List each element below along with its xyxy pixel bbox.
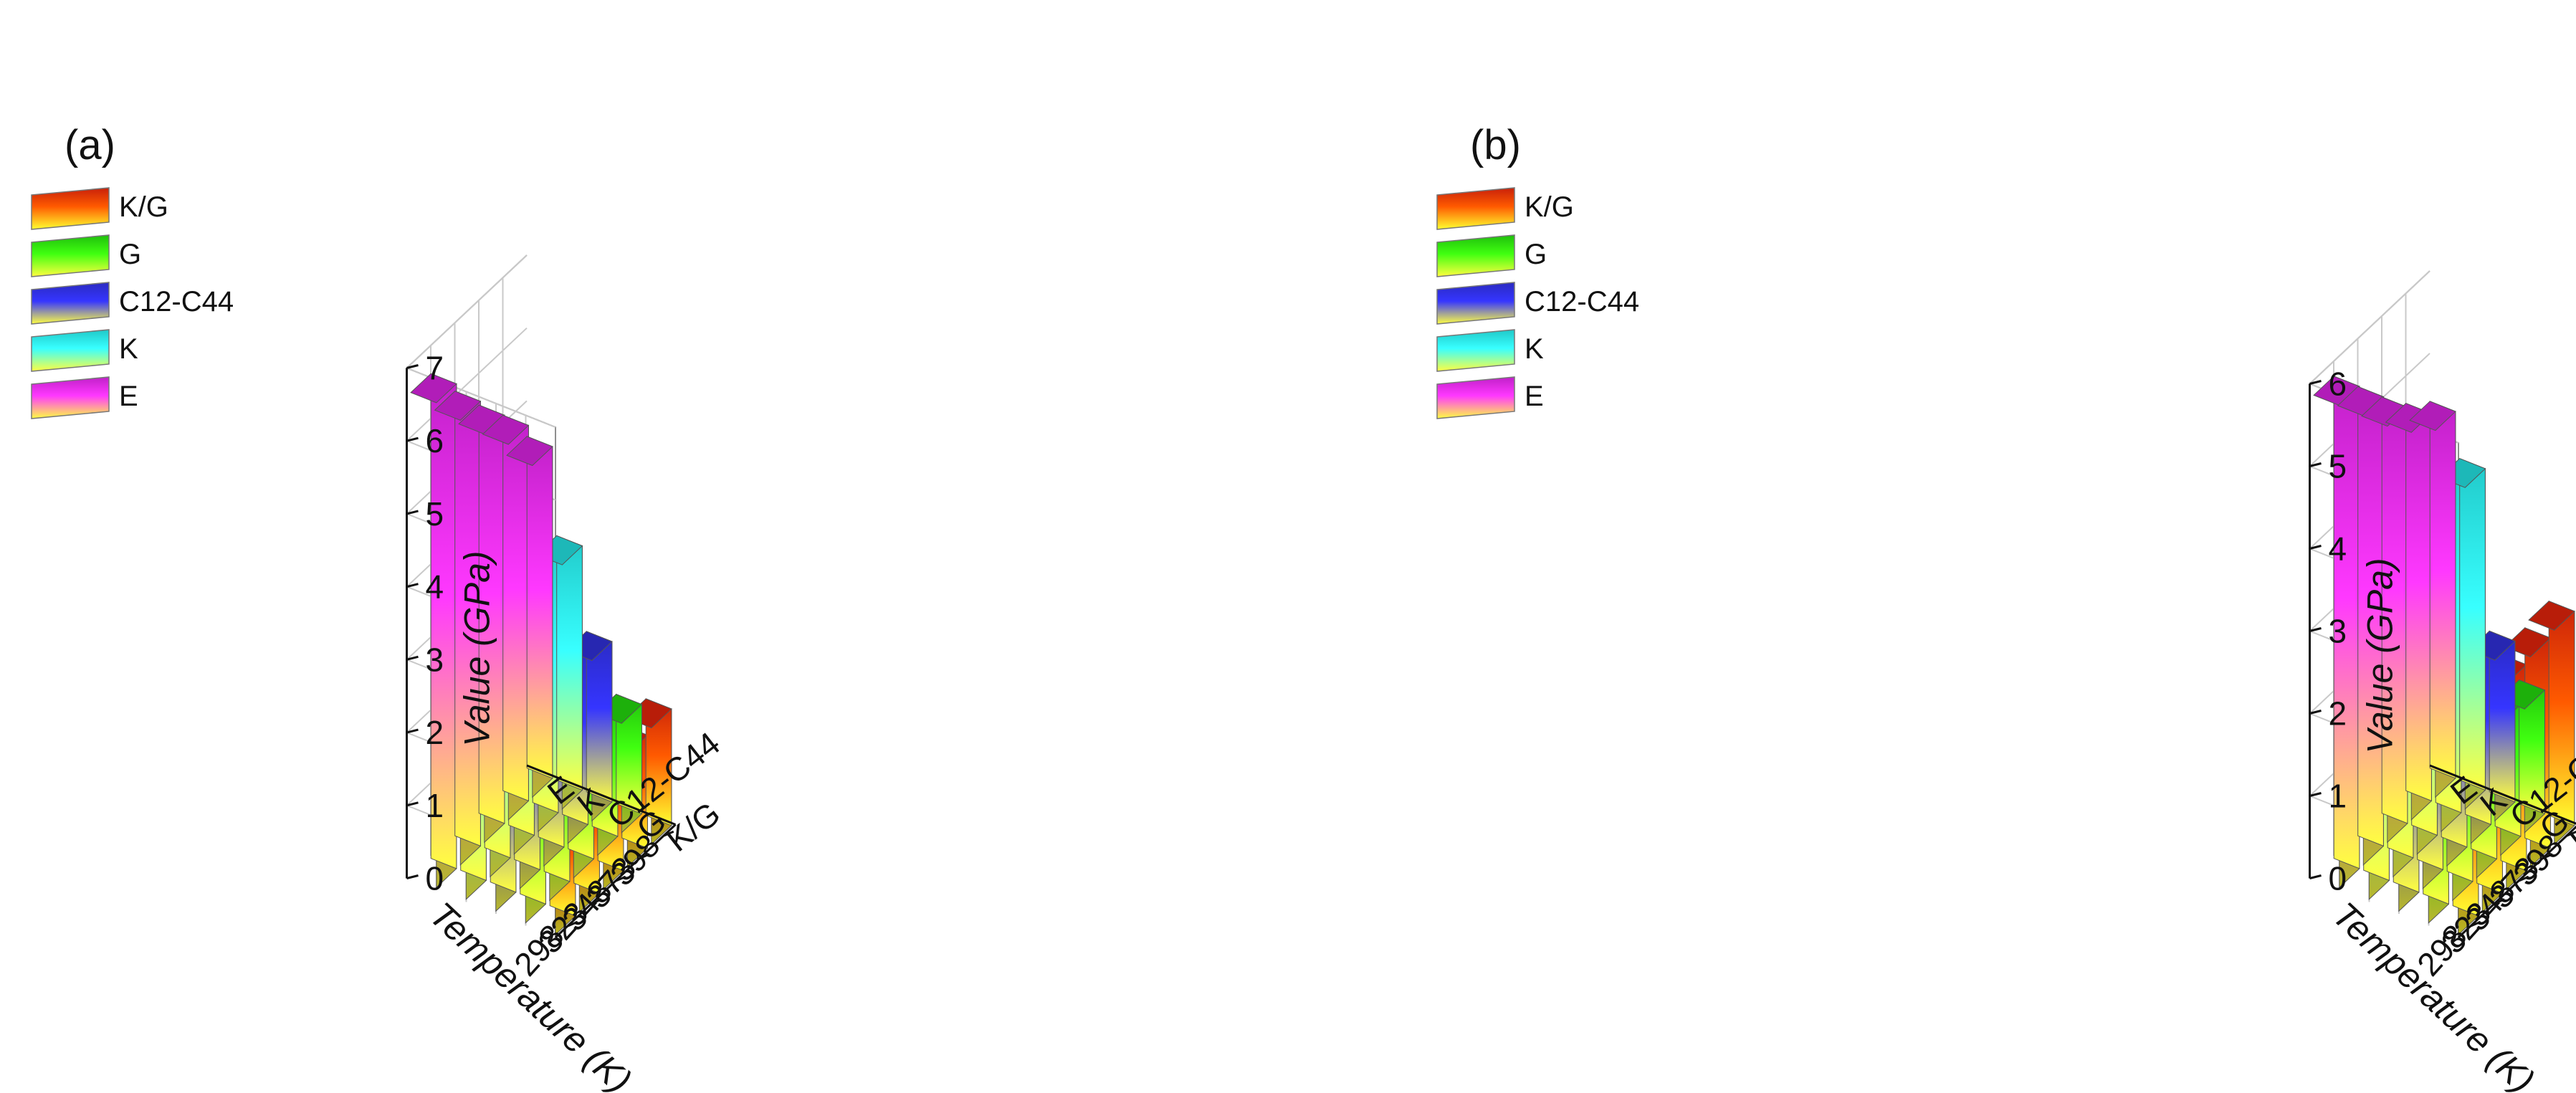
legend-label: E: [119, 381, 138, 412]
z-axis-title: Value (GPa): [457, 550, 497, 746]
bar-E-373: [2385, 402, 2433, 821]
bar-E-323: [434, 390, 482, 866]
legend-swatch: [1436, 187, 1515, 230]
legend-swatch: [31, 282, 110, 325]
legend-item: E: [31, 376, 138, 419]
bar-E-398: [2409, 401, 2456, 798]
legend-label: K: [1525, 333, 1544, 365]
legend-swatch: [1436, 329, 1515, 372]
chart-panel-b: 298323348373398K/GGC12-C44KE0123456Tempe…: [1436, 122, 2576, 1093]
bar-E-398: [506, 436, 553, 798]
legend-swatch: [31, 187, 110, 230]
z-tick-label: 0: [2329, 860, 2347, 897]
panel-label: (b): [1470, 122, 1521, 168]
legend-label: E: [1525, 381, 1544, 412]
bar-G-398: [595, 693, 643, 834]
bar-E-348: [2361, 396, 2408, 844]
legend-item: G: [31, 234, 141, 277]
x-axis-title: Temperature (K): [422, 894, 639, 1093]
legend-label: G: [119, 239, 141, 270]
z-tick-label: 4: [426, 568, 444, 606]
legend-label: C12-C44: [1525, 286, 1639, 318]
z-tick-label: 2: [426, 714, 444, 751]
bar-K-398: [2438, 457, 2486, 810]
legend-swatch: [31, 376, 110, 419]
legend-label: K/G: [119, 191, 168, 223]
legend-swatch: [1436, 282, 1515, 325]
z-tick-label: 6: [426, 422, 444, 459]
legend-item: C12-C44: [1436, 282, 1639, 325]
z-tick-label: 2: [2329, 695, 2347, 732]
bar-E-373: [482, 414, 530, 821]
legend-item: K: [1436, 329, 1544, 372]
legend-item: G: [1436, 234, 1547, 277]
bar-E-348: [458, 404, 505, 844]
legend-item: C12-C44: [31, 282, 234, 325]
bar-K/G-398: [2528, 600, 2575, 846]
z-tick-label: 4: [2329, 530, 2347, 568]
bar-K-398: [535, 535, 583, 810]
bar-series-group: [410, 373, 672, 936]
z-tick-label: 7: [426, 350, 444, 387]
z-tick-label: 1: [426, 787, 444, 824]
legend-item: K/G: [31, 187, 168, 230]
legend-swatch: [1436, 376, 1515, 419]
z-tick-label: 0: [426, 860, 444, 897]
z-tick-label: 3: [2329, 613, 2347, 650]
bar-E-323: [2337, 386, 2385, 866]
z-tick-label: 5: [426, 495, 444, 533]
gridline: [405, 254, 556, 428]
legend-swatch: [31, 329, 110, 372]
legend-label: G: [1525, 239, 1547, 270]
legend-label: K/G: [1525, 191, 1574, 223]
legend-label: K: [119, 333, 138, 365]
x-axis-title: Temperature (K): [2325, 894, 2542, 1093]
z-tick-label: 1: [2329, 778, 2347, 815]
chart-panel-a: 298323348373398K/GGC12-C44KE01234567Temp…: [31, 122, 727, 1093]
legend: K/G G C12-C44 KE: [1436, 187, 1639, 419]
legend-label: C12-C44: [119, 286, 234, 318]
legend-item: K: [31, 329, 138, 372]
legend-swatch: [31, 234, 110, 277]
bar-E-298: [410, 373, 457, 889]
bar-E-298: [2313, 376, 2360, 889]
legend: K/G G C12-C44 KE: [31, 187, 234, 419]
z-tick-label: 6: [2329, 366, 2347, 403]
z-tick-label: 5: [2329, 448, 2347, 485]
legend-swatch: [1436, 234, 1515, 277]
z-axis-title: Value (GPa): [2360, 558, 2400, 753]
bar-series-group: [2313, 376, 2575, 936]
legend-item: E: [1436, 376, 1544, 419]
legend-item: K/G: [1436, 187, 1574, 230]
panel-label: (a): [65, 122, 115, 168]
z-tick-label: 3: [426, 641, 444, 678]
bar-G-398: [2498, 679, 2546, 834]
